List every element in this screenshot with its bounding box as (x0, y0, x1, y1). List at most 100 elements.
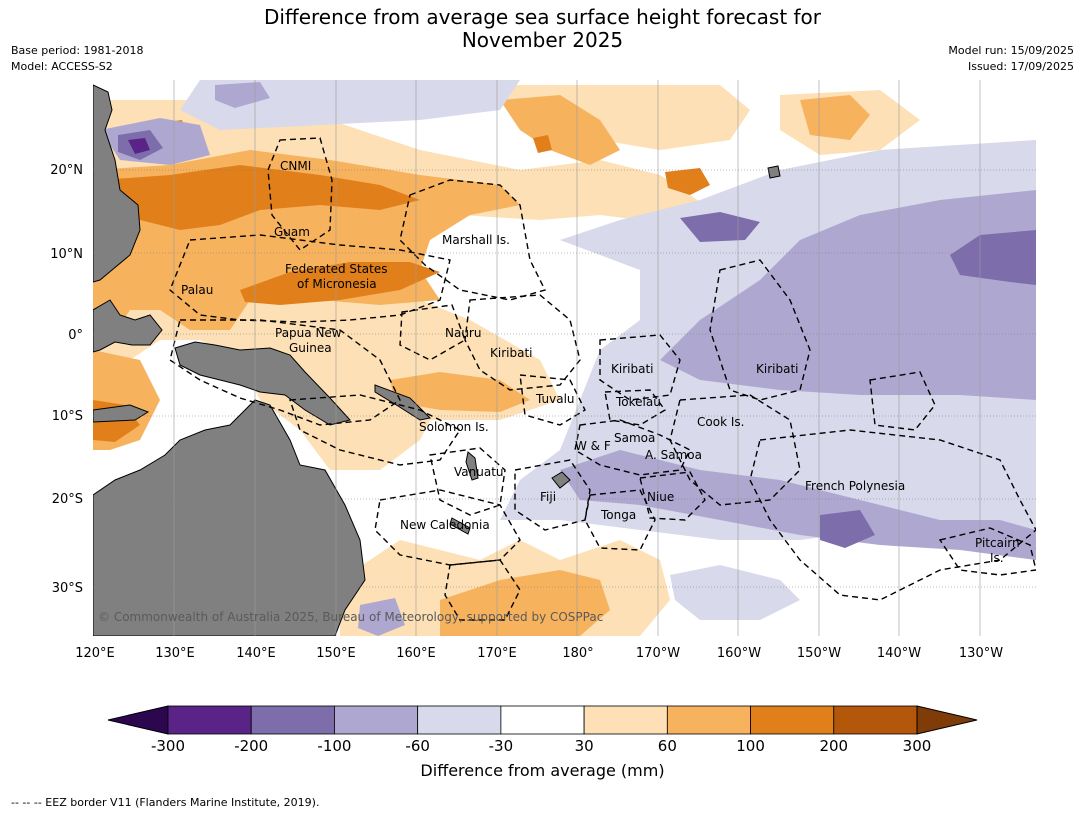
eez-cook (669, 394, 801, 506)
colorbar-segment (666, 705, 751, 735)
label-palau: Palau (181, 283, 213, 297)
anomaly-100-200-spot-2 (533, 135, 552, 153)
anomaly-60-100-north-east (800, 95, 870, 140)
eez-fiji (514, 459, 591, 531)
australia-landmass (93, 399, 366, 636)
colorbar-tick-label: 30 (575, 737, 594, 755)
label-pitcairn-line2: Is. (990, 551, 1004, 565)
lon-tick: 120°E (75, 646, 115, 661)
anomaly-60-100-central (390, 372, 530, 412)
eez-micronesia (169, 234, 451, 323)
label-vanuatu: Vanuatu (454, 465, 504, 479)
eez-marquesas (869, 371, 936, 431)
fiji-islands (551, 471, 571, 489)
title-line-2: November 2025 (461, 28, 624, 52)
lat-tick: 20°S (52, 492, 83, 507)
hawaii-island (767, 165, 781, 179)
colorbar-segment (167, 705, 252, 735)
colorbar-segment (250, 705, 335, 735)
colorbar-segment (833, 705, 918, 735)
colorbar-label: Difference from average (mm) (420, 761, 665, 780)
lat-tick: 10°N (50, 247, 83, 262)
label-pitcairn-line1: Pitcairn (975, 536, 1020, 550)
label-cnmi: CNMI (280, 159, 311, 173)
eez-marshall (399, 179, 547, 301)
graticule-meridians (173, 80, 981, 636)
graticule (93, 169, 1036, 588)
label-fiji: Fiji (540, 490, 556, 504)
eez-nauru (399, 304, 466, 361)
map-panel: CNMI Guam Marshall Is. Federated States … (93, 80, 1036, 636)
lon-tick: 170°E (477, 646, 517, 661)
lon-tick: 160°E (396, 646, 436, 661)
eez-tokelau (604, 389, 667, 426)
colorbar-tick-label: 100 (736, 737, 765, 755)
anomaly-minus-60-100-north (215, 82, 270, 108)
label-marshall: Marshall Is. (442, 233, 510, 247)
colorbar-segment (417, 705, 502, 735)
label-nauru: Nauru (445, 326, 481, 340)
new-caledonia-island (449, 517, 471, 535)
eez-boundaries (169, 137, 1036, 621)
colorbar-under-arrow (107, 705, 169, 735)
colorbar-segment (750, 705, 835, 735)
colorbar-tick-label: -300 (151, 737, 185, 755)
lon-tick: 150°W (797, 646, 841, 661)
lat-tick: 30°S (52, 581, 83, 596)
colorbar-segment (334, 705, 419, 735)
label-guam: Guam (274, 225, 310, 239)
anomaly-100-200-micronesia (240, 262, 440, 305)
lon-tick: 140°W (877, 646, 921, 661)
anomaly-100-200-region (100, 165, 420, 230)
colorbar-segment (500, 705, 585, 735)
eez-wallis-samoa (574, 419, 691, 476)
lon-tick: 180° (562, 646, 593, 661)
eez-legend-note: -- -- -- EEZ border V11 (Flanders Marine… (11, 796, 320, 809)
colorbar-tick-label: 60 (658, 737, 677, 755)
eez-kiribati-line (709, 259, 811, 401)
colorbar-segment (583, 705, 668, 735)
colorbar: -300 -200 -100 -60 -30 30 60 100 200 300 (107, 705, 978, 755)
label-cook: Cook Is. (697, 415, 744, 429)
eez-french-polynesia (749, 429, 1036, 601)
colorbar-tick-label: -200 (234, 737, 268, 755)
label-png-line2: Guinea (289, 341, 332, 355)
model-name: Model: ACCESS-S2 (11, 60, 113, 73)
lat-tick: 10°S (52, 409, 83, 424)
anomaly-minus-60-100-east (660, 190, 1036, 400)
label-fsm-line2: of Micronesia (297, 277, 377, 291)
copyright-notice: © Commonwealth of Australia 2025, Bureau… (98, 610, 603, 624)
eez-kiribati-gilbert (464, 294, 581, 391)
colorbar-over-arrow (916, 705, 978, 735)
lon-tick: 130°E (155, 646, 195, 661)
eez-tuvalu (519, 374, 586, 426)
lon-tick: 150°E (316, 646, 356, 661)
land-masses (93, 84, 781, 636)
eez-pitcairn (938, 527, 1036, 576)
label-new-caledonia: New Caledonia (400, 518, 490, 532)
label-tonga: Tonga (600, 508, 636, 522)
label-french-polynesia: French Polynesia (805, 479, 905, 493)
label-tokelau: Tokelau (615, 395, 661, 409)
label-fsm-line1: Federated States (285, 262, 387, 276)
label-tuvalu: Tuvalu (535, 392, 575, 406)
eez-niue (639, 471, 706, 521)
longitude-ticks: 120°E 130°E 140°E 150°E 160°E 170°E 180°… (75, 646, 1003, 661)
anomaly-100-200-spot-1 (665, 168, 710, 195)
label-kiribati-west: Kiribati (490, 346, 532, 360)
metadata-right: Model run: 15/09/2025 Issued: 17/09/2025 (948, 43, 1074, 75)
base-period: Base period: 1981-2018 (11, 44, 144, 57)
colorbar-tick-label: 200 (819, 737, 848, 755)
label-kiribati-central: Kiribati (611, 362, 653, 376)
lon-tick: 140°E (236, 646, 276, 661)
label-wallis-futuna: W & F (575, 439, 611, 453)
eez-tonga (584, 489, 656, 551)
lon-tick: 170°W (636, 646, 680, 661)
lat-tick: 20°N (50, 163, 83, 178)
anomaly-minus-60-100-southwest (358, 598, 405, 636)
issued-date: Issued: 17/09/2025 (967, 60, 1074, 73)
philippines-islands (93, 84, 141, 283)
anomaly-minus-100-200-east (950, 230, 1036, 285)
vanuatu-islands (465, 451, 479, 481)
